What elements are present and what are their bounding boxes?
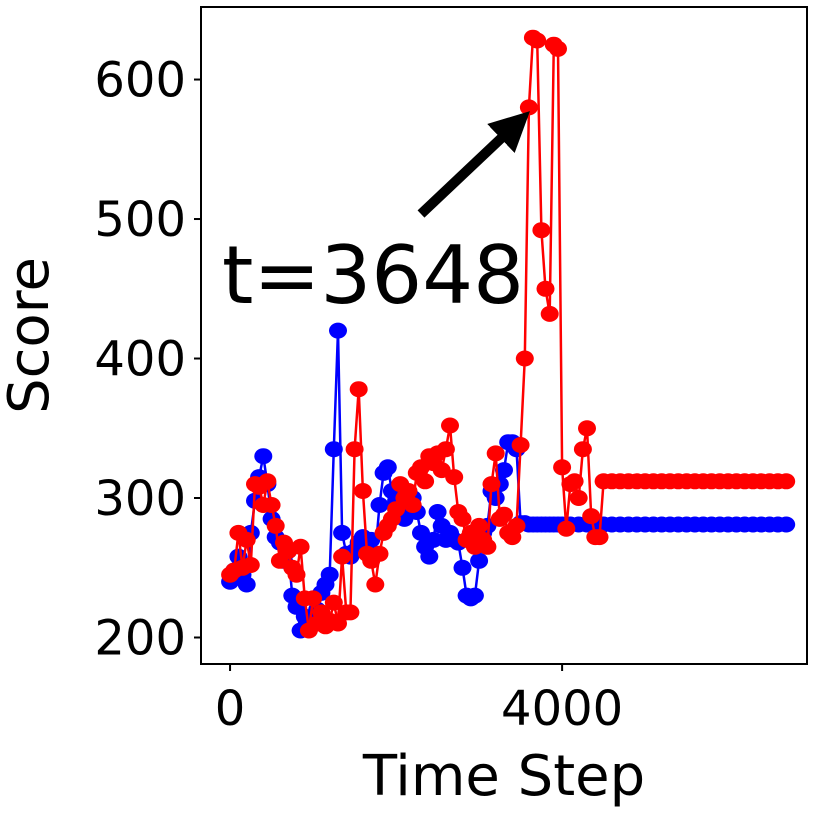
data-point — [262, 497, 281, 513]
data-point — [370, 497, 389, 513]
series-1 — [221, 29, 796, 639]
data-point — [341, 604, 360, 621]
data-point — [258, 473, 277, 490]
x-tick-label: 4000 — [501, 681, 623, 737]
data-point — [495, 462, 513, 479]
data-point — [445, 469, 464, 486]
data-point — [557, 520, 576, 537]
data-point — [320, 566, 339, 583]
data-point — [416, 473, 435, 490]
data-point — [333, 524, 352, 541]
data-point — [287, 566, 306, 583]
data-point — [453, 559, 472, 576]
data-point — [590, 529, 609, 546]
data-point — [353, 483, 372, 499]
data-point — [304, 590, 323, 607]
y-tick-label: 600 — [94, 53, 186, 109]
data-point — [420, 548, 439, 565]
data-point — [333, 548, 352, 565]
data-point — [291, 538, 310, 555]
annotation-text: t=3648 — [222, 229, 524, 322]
data-point — [465, 587, 484, 604]
data-point — [482, 476, 501, 493]
data-point — [536, 280, 555, 297]
data-point — [441, 417, 459, 434]
y-tick-label: 300 — [94, 471, 186, 527]
data-point — [582, 508, 601, 525]
x-tick-label: 0 — [215, 681, 246, 737]
data-point — [424, 531, 443, 548]
plot-frame — [200, 6, 808, 665]
data-point — [403, 497, 422, 513]
data-point — [549, 40, 567, 57]
data-point — [324, 441, 343, 458]
y-tick-label: 500 — [94, 192, 186, 248]
data-point — [428, 504, 447, 520]
data-point — [345, 441, 364, 458]
data-point — [366, 576, 385, 593]
data-point — [378, 459, 397, 476]
data-point — [519, 99, 538, 116]
data-point — [573, 441, 592, 458]
data-point — [532, 222, 551, 239]
data-point — [470, 552, 489, 569]
data-point — [486, 445, 505, 462]
y-tick-label: 400 — [94, 332, 186, 388]
data-point — [241, 557, 260, 573]
data-point — [478, 538, 497, 555]
data-point — [329, 322, 347, 339]
data-point — [511, 437, 530, 453]
data-point — [569, 490, 588, 506]
annotation-arrow — [417, 111, 530, 218]
data-point — [777, 516, 796, 533]
data-point — [495, 506, 513, 523]
y-axis-label: Score — [0, 257, 62, 414]
data-point — [237, 576, 256, 593]
data-point — [540, 305, 559, 322]
data-point — [436, 441, 455, 458]
data-point — [565, 473, 584, 490]
data-point — [266, 517, 285, 534]
data-point — [507, 517, 526, 534]
data-point — [370, 545, 389, 562]
x-axis-label: Time Step — [362, 744, 645, 809]
data-point — [254, 448, 273, 465]
data-point — [777, 473, 796, 490]
data-point — [453, 510, 472, 527]
data-point — [349, 381, 368, 398]
data-point — [515, 350, 534, 367]
data-point — [237, 531, 256, 548]
ticks-layer: 0 4000 200 300 400 500 600 — [94, 53, 623, 737]
data-point — [470, 517, 489, 534]
data-point — [324, 594, 343, 611]
series-layer — [221, 29, 796, 639]
data-point — [553, 459, 572, 476]
y-tick-label: 200 — [94, 610, 186, 666]
data-point — [578, 420, 596, 437]
data-point — [399, 483, 418, 499]
data-point — [528, 32, 547, 49]
